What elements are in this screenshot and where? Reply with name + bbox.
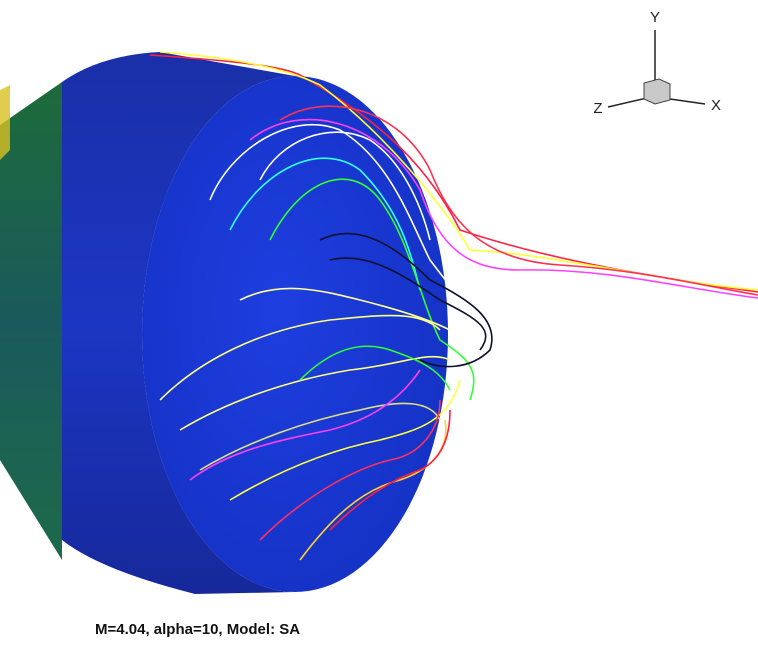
triad-cube (644, 79, 670, 104)
cylinder-face (142, 76, 448, 592)
body-geometry (0, 52, 448, 594)
scene: Y X Z M=4.04, alpha=10, Model: SA (0, 0, 758, 655)
caption: M=4.04, alpha=10, Model: SA (95, 621, 300, 638)
z-axis-label: Z (593, 100, 602, 117)
cone-section (0, 82, 62, 560)
x-axis-label: X (711, 97, 721, 114)
y-axis-label: Y (650, 9, 660, 26)
axes-triad: Y X Z (593, 9, 721, 117)
page: Y X Z M=4.04, alpha=10, Model: SA (() =>… (0, 0, 758, 655)
cone-edge (0, 85, 10, 160)
z-axis-line (608, 98, 647, 107)
